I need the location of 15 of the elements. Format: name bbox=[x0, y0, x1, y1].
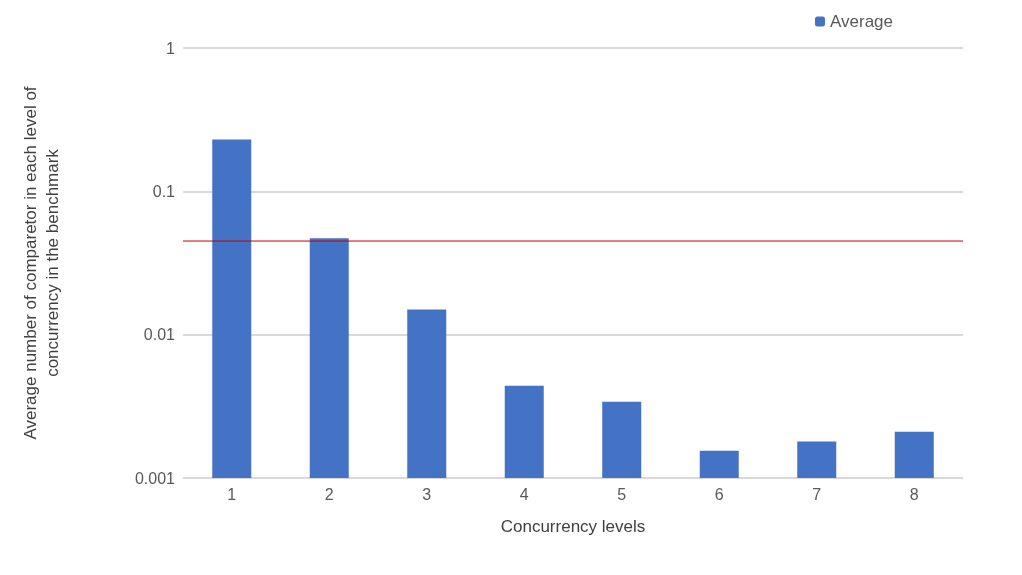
x-tick-label: 1 bbox=[227, 485, 237, 503]
y-tick-label: 0.1 bbox=[152, 182, 176, 200]
legend-label: Average bbox=[829, 12, 893, 31]
x-tick-label: 6 bbox=[714, 485, 724, 503]
x-tick-label: 4 bbox=[519, 485, 529, 503]
x-tick-label: 7 bbox=[812, 485, 822, 503]
y-tick-label: 1 bbox=[166, 39, 176, 57]
x-tick-label: 2 bbox=[324, 485, 334, 503]
x-tick-label: 8 bbox=[909, 485, 919, 503]
y-tick-label: 0.01 bbox=[143, 326, 176, 344]
y-tick-label: 0.001 bbox=[134, 469, 176, 487]
y-axis-title: Average number of comparetor in each level of concurrency in the benchmark bbox=[20, 86, 62, 440]
x-axis-title: Concurrency levels bbox=[500, 517, 646, 536]
x-tick-label: 5 bbox=[617, 485, 627, 503]
x-tick-label: 3 bbox=[422, 485, 432, 503]
